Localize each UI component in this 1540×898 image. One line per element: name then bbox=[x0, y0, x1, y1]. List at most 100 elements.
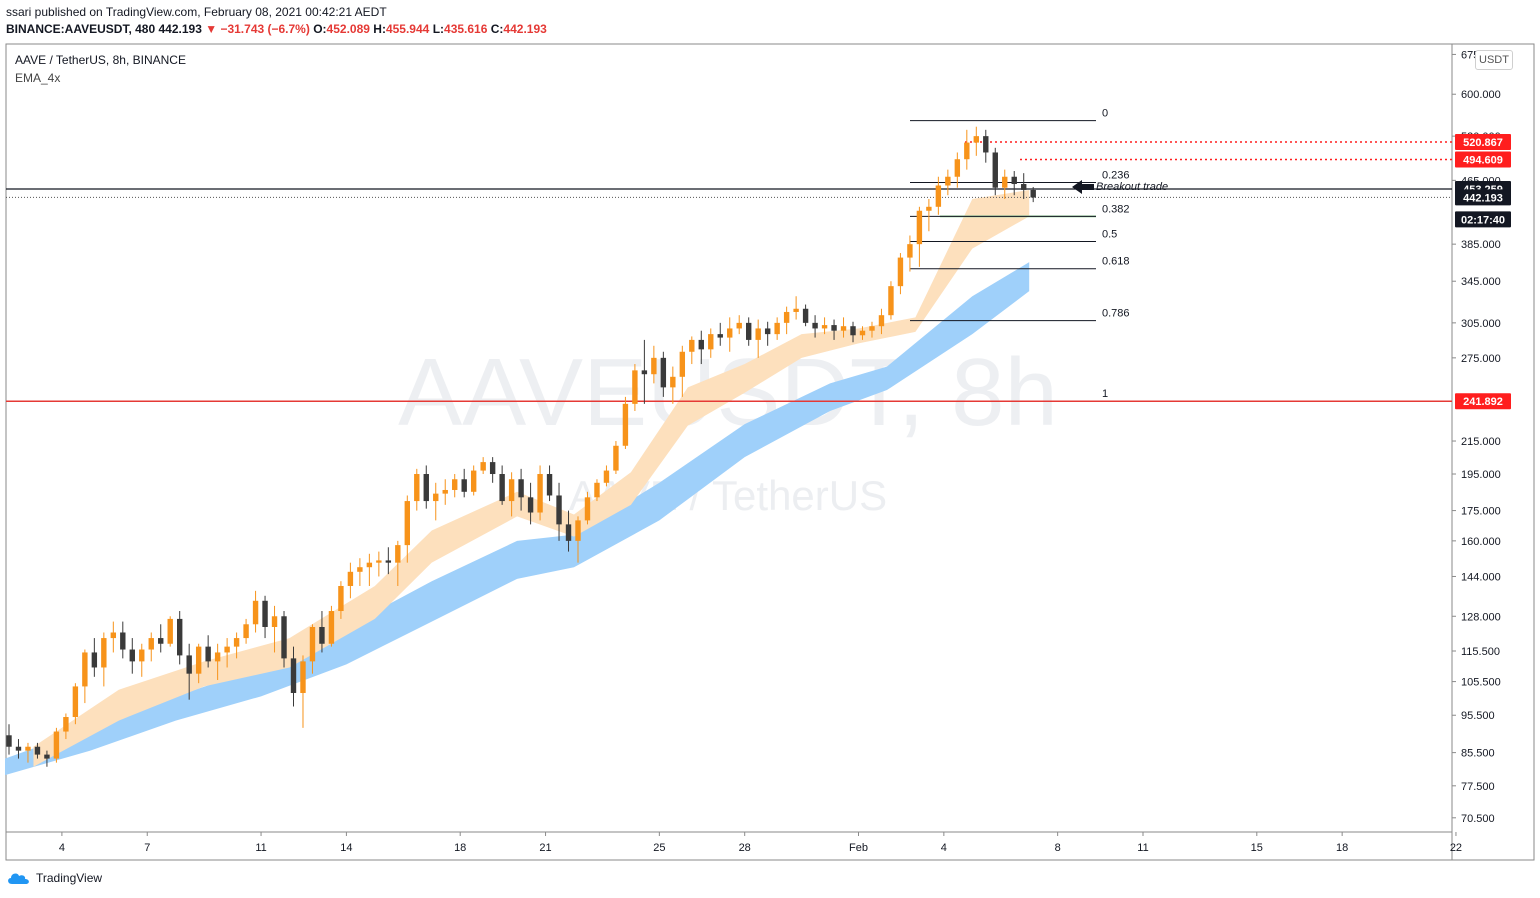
candle-body bbox=[1021, 184, 1027, 190]
candle-body bbox=[869, 326, 875, 331]
candle-body bbox=[812, 322, 818, 329]
candle-body bbox=[214, 652, 221, 662]
candle-body bbox=[195, 646, 202, 674]
candle-body bbox=[6, 735, 12, 747]
candle-body bbox=[414, 474, 420, 502]
y-tick-label: 160.000 bbox=[1461, 536, 1501, 548]
candle-body bbox=[91, 652, 98, 668]
x-tick-label: 25 bbox=[653, 842, 665, 854]
candle-body bbox=[300, 661, 306, 693]
low-value: 435.616 bbox=[444, 22, 488, 36]
x-tick-label: 18 bbox=[454, 842, 466, 854]
open-label: O: bbox=[313, 22, 327, 36]
fib-label-0.382: 0.382 bbox=[1102, 203, 1130, 215]
candle-body bbox=[964, 142, 970, 160]
candle-body bbox=[897, 257, 904, 287]
y-tick-label: 95.500 bbox=[1461, 710, 1495, 722]
brand-name: TradingView bbox=[36, 871, 103, 885]
candle-body bbox=[594, 482, 600, 498]
candle-body bbox=[404, 501, 410, 546]
candle-body bbox=[945, 176, 951, 186]
candle-body bbox=[660, 357, 667, 388]
candle-body bbox=[859, 330, 866, 336]
candle-body bbox=[357, 567, 363, 572]
candle-body bbox=[736, 322, 742, 329]
y-tick-label: 70.500 bbox=[1461, 813, 1495, 825]
candle-body bbox=[641, 370, 648, 375]
candle-body bbox=[347, 571, 354, 586]
y-tick-label: 128.000 bbox=[1461, 611, 1501, 623]
x-tick-label: 15 bbox=[1251, 842, 1263, 854]
y-tick-label: 105.500 bbox=[1461, 677, 1501, 689]
candle-body bbox=[983, 136, 989, 153]
y-tick-label: 385.000 bbox=[1461, 239, 1501, 251]
candle-body bbox=[233, 638, 240, 647]
fib-label-0.5: 0.5 bbox=[1102, 229, 1117, 241]
tradingview-logo[interactable]: TradingView bbox=[6, 871, 102, 885]
symbol-legend: AAVE / TetherUS, 8h, BINANCE bbox=[15, 53, 186, 67]
candle-body bbox=[395, 545, 401, 563]
candle-body bbox=[575, 520, 581, 541]
candle-body bbox=[537, 474, 543, 513]
y-tick-label: 77.500 bbox=[1461, 781, 1495, 793]
candle-body bbox=[177, 618, 183, 656]
candle-body bbox=[831, 325, 837, 331]
change: −31.743 (−6.7%) bbox=[220, 22, 310, 36]
candle-body bbox=[613, 445, 619, 471]
y-tick-label: 195.000 bbox=[1461, 469, 1501, 481]
currency-unit-button[interactable]: USDT bbox=[1475, 50, 1513, 70]
x-tick-label: 7 bbox=[144, 842, 150, 854]
countdown-label: 02:17:40 bbox=[1461, 214, 1505, 226]
fib-label-1: 1 bbox=[1102, 388, 1108, 400]
candle-body bbox=[679, 351, 686, 377]
candle-body bbox=[935, 185, 942, 207]
price-badge bbox=[1455, 393, 1511, 410]
x-tick-label: Feb bbox=[849, 842, 868, 854]
candle-body bbox=[461, 479, 467, 492]
candle-body bbox=[546, 474, 553, 496]
candle-body bbox=[973, 136, 979, 143]
price-badge bbox=[1455, 189, 1511, 206]
candle-body bbox=[774, 322, 780, 335]
candle-body bbox=[338, 585, 344, 612]
chart-frame bbox=[5, 43, 1535, 861]
candle-body bbox=[622, 403, 629, 446]
candle-body bbox=[376, 560, 382, 563]
y-tick-label: 115.500 bbox=[1461, 646, 1500, 658]
candle-body bbox=[252, 600, 259, 625]
candle-body bbox=[1011, 176, 1017, 185]
candle-body bbox=[840, 326, 847, 331]
candle-body bbox=[632, 370, 638, 404]
price-badge-label: 494.609 bbox=[1463, 154, 1503, 166]
candle-body bbox=[821, 325, 828, 329]
candle-body bbox=[584, 497, 591, 521]
candle-body bbox=[651, 357, 657, 375]
indicator-legend[interactable]: EMA_4x bbox=[15, 71, 61, 85]
candle-body bbox=[101, 638, 107, 668]
candle-body bbox=[262, 600, 268, 627]
candle-body bbox=[44, 754, 50, 759]
y-tick-label: 600.000 bbox=[1461, 89, 1501, 101]
candle-body bbox=[224, 646, 230, 653]
x-tick-label: 11 bbox=[255, 842, 266, 854]
candle-body bbox=[385, 560, 392, 563]
candle-body bbox=[1002, 176, 1008, 188]
candle-body bbox=[366, 562, 373, 568]
candle-body bbox=[603, 470, 610, 483]
candle-body bbox=[698, 339, 704, 350]
candle-body bbox=[328, 611, 335, 644]
ohlc-line: BINANCE:AAVEUSDT, 480 442.193 ▼ −31.743 … bbox=[6, 22, 547, 36]
x-tick-label: 4 bbox=[941, 842, 947, 854]
candle-body bbox=[470, 470, 477, 492]
candle-body bbox=[907, 244, 913, 258]
candle-body bbox=[480, 462, 486, 471]
y-tick-label: 175.000 bbox=[1461, 506, 1501, 518]
candle-body bbox=[72, 686, 79, 718]
candle-body bbox=[53, 731, 60, 759]
candle-body bbox=[82, 652, 88, 687]
candle-body bbox=[708, 334, 714, 350]
candle-body bbox=[281, 616, 287, 659]
candle-body bbox=[916, 210, 923, 245]
candle-body bbox=[727, 328, 733, 338]
